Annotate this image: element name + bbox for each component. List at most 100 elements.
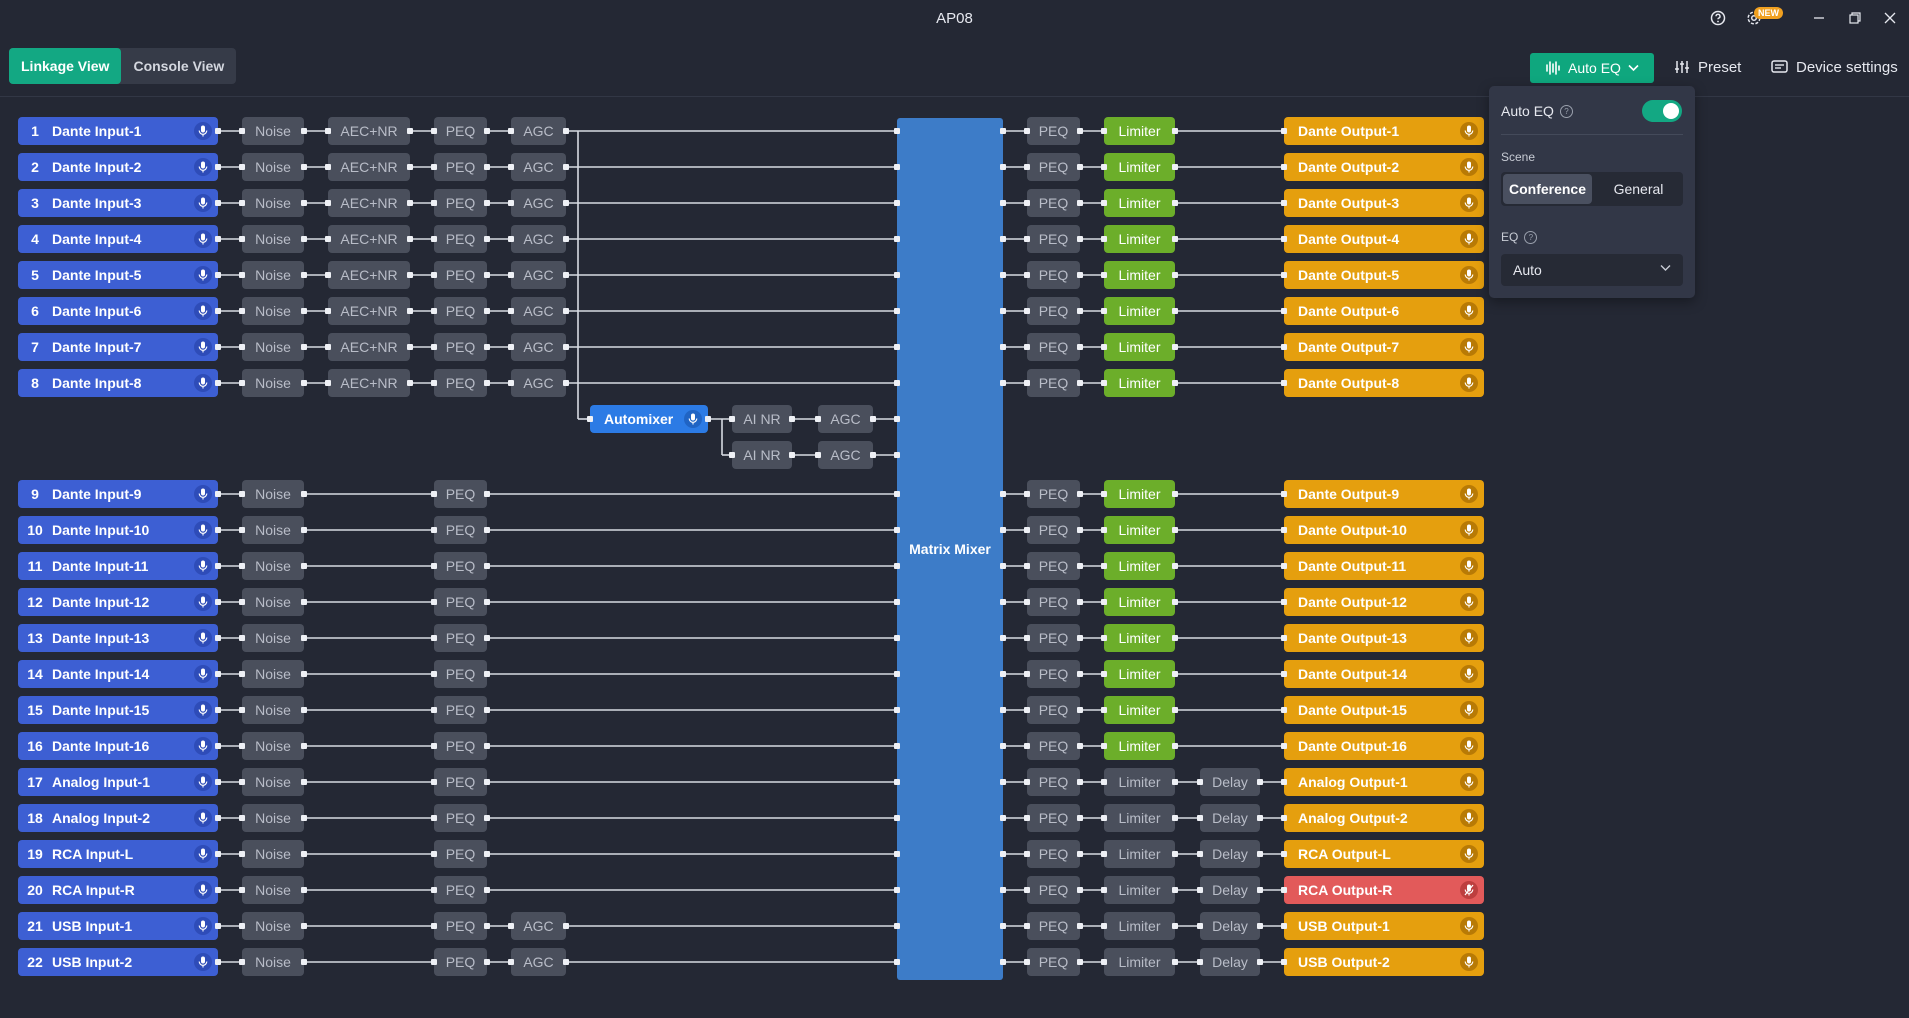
output-channel[interactable]: Dante Output-7	[1284, 333, 1484, 361]
connection-port[interactable]	[1197, 923, 1203, 929]
limiter-block[interactable]: Limiter	[1104, 225, 1175, 253]
connection-port[interactable]	[1101, 236, 1107, 242]
automixer-block[interactable]: Automixer	[590, 405, 708, 433]
auto-eq-button[interactable]: Auto EQ	[1530, 53, 1654, 83]
connection-port[interactable]	[1257, 851, 1263, 857]
peq-block[interactable]: PEQ	[434, 768, 487, 796]
connection-port[interactable]	[1257, 779, 1263, 785]
connection-port[interactable]	[431, 743, 437, 749]
connection-port[interactable]	[1197, 815, 1203, 821]
input-channel[interactable]: 5 Dante Input-5	[18, 261, 218, 289]
mic-icon[interactable]	[194, 302, 212, 320]
connection-port[interactable]	[431, 779, 437, 785]
connection-port[interactable]	[484, 923, 490, 929]
input-channel[interactable]: 21 USB Input-1	[18, 912, 218, 940]
connection-port[interactable]	[508, 308, 514, 314]
noise-block[interactable]: Noise	[242, 588, 304, 616]
connection-port[interactable]	[1024, 779, 1030, 785]
connection-port[interactable]	[325, 200, 331, 206]
mic-icon[interactable]	[1460, 485, 1478, 503]
noise-block[interactable]: Noise	[242, 696, 304, 724]
connection-port[interactable]	[894, 452, 900, 458]
peq-block[interactable]: PEQ	[1027, 876, 1080, 904]
connection-port[interactable]	[239, 959, 245, 965]
connection-port[interactable]	[508, 236, 514, 242]
output-channel[interactable]: Dante Output-1	[1284, 117, 1484, 145]
peq-block[interactable]: PEQ	[1027, 153, 1080, 181]
agc-block[interactable]: AGC	[511, 261, 566, 289]
connection-port[interactable]	[1281, 164, 1287, 170]
connection-port[interactable]	[1281, 527, 1287, 533]
connection-port[interactable]	[1172, 815, 1178, 821]
connection-port[interactable]	[484, 959, 490, 965]
connection-port[interactable]	[239, 707, 245, 713]
peq-block[interactable]: PEQ	[1027, 660, 1080, 688]
connection-port[interactable]	[1000, 635, 1006, 641]
connection-port[interactable]	[215, 164, 221, 170]
connection-port[interactable]	[1101, 491, 1107, 497]
peq-block[interactable]: PEQ	[434, 261, 487, 289]
peq-block[interactable]: PEQ	[434, 189, 487, 217]
connection-port[interactable]	[1101, 779, 1107, 785]
connection-port[interactable]	[239, 200, 245, 206]
connection-port[interactable]	[325, 128, 331, 134]
mic-icon[interactable]	[1460, 629, 1478, 647]
connection-port[interactable]	[894, 563, 900, 569]
connection-port[interactable]	[1077, 959, 1083, 965]
connection-port[interactable]	[484, 707, 490, 713]
connection-port[interactable]	[563, 200, 569, 206]
output-channel[interactable]: Dante Output-9	[1284, 480, 1484, 508]
connection-port[interactable]	[1172, 743, 1178, 749]
input-channel[interactable]: 17 Analog Input-1	[18, 768, 218, 796]
connection-port[interactable]	[325, 308, 331, 314]
limiter-block[interactable]: Limiter	[1104, 516, 1175, 544]
connection-port[interactable]	[239, 380, 245, 386]
connection-port[interactable]	[508, 164, 514, 170]
connection-port[interactable]	[301, 563, 307, 569]
connection-port[interactable]	[484, 887, 490, 893]
agc-block[interactable]: AGC	[511, 297, 566, 325]
connection-port[interactable]	[431, 923, 437, 929]
connection-port[interactable]	[239, 635, 245, 641]
connection-port[interactable]	[1281, 491, 1287, 497]
mic-icon[interactable]	[194, 881, 212, 899]
connection-port[interactable]	[1000, 563, 1006, 569]
agc-block[interactable]: AGC	[511, 333, 566, 361]
connection-port[interactable]	[215, 671, 221, 677]
delay-block[interactable]: Delay	[1200, 876, 1260, 904]
limiter-block[interactable]: Limiter	[1104, 768, 1175, 796]
peq-block[interactable]: PEQ	[1027, 624, 1080, 652]
mic-icon[interactable]	[1460, 122, 1478, 140]
connection-port[interactable]	[894, 851, 900, 857]
connection-port[interactable]	[301, 272, 307, 278]
device-settings-button[interactable]: Device settings	[1771, 54, 1898, 80]
output-channel[interactable]: Dante Output-8	[1284, 369, 1484, 397]
mic-icon[interactable]	[194, 953, 212, 971]
connection-port[interactable]	[894, 200, 900, 206]
noise-block[interactable]: Noise	[242, 297, 304, 325]
mic-icon[interactable]	[1460, 266, 1478, 284]
connection-port[interactable]	[1281, 563, 1287, 569]
connection-port[interactable]	[1000, 743, 1006, 749]
connection-port[interactable]	[325, 380, 331, 386]
input-channel[interactable]: 18 Analog Input-2	[18, 804, 218, 832]
connection-port[interactable]	[239, 923, 245, 929]
peq-block[interactable]: PEQ	[434, 840, 487, 868]
limiter-block[interactable]: Limiter	[1104, 552, 1175, 580]
connection-port[interactable]	[215, 128, 221, 134]
connection-port[interactable]	[1281, 635, 1287, 641]
connection-port[interactable]	[894, 959, 900, 965]
connection-port[interactable]	[431, 164, 437, 170]
connection-port[interactable]	[484, 779, 490, 785]
connection-port[interactable]	[789, 416, 795, 422]
connection-port[interactable]	[431, 635, 437, 641]
noise-block[interactable]: Noise	[242, 948, 304, 976]
connection-port[interactable]	[1172, 779, 1178, 785]
connection-port[interactable]	[894, 707, 900, 713]
mic-icon[interactable]	[194, 737, 212, 755]
connection-port[interactable]	[1101, 563, 1107, 569]
output-channel[interactable]: Dante Output-16	[1284, 732, 1484, 760]
connection-port[interactable]	[431, 671, 437, 677]
limiter-block[interactable]: Limiter	[1104, 117, 1175, 145]
connection-port[interactable]	[407, 200, 413, 206]
